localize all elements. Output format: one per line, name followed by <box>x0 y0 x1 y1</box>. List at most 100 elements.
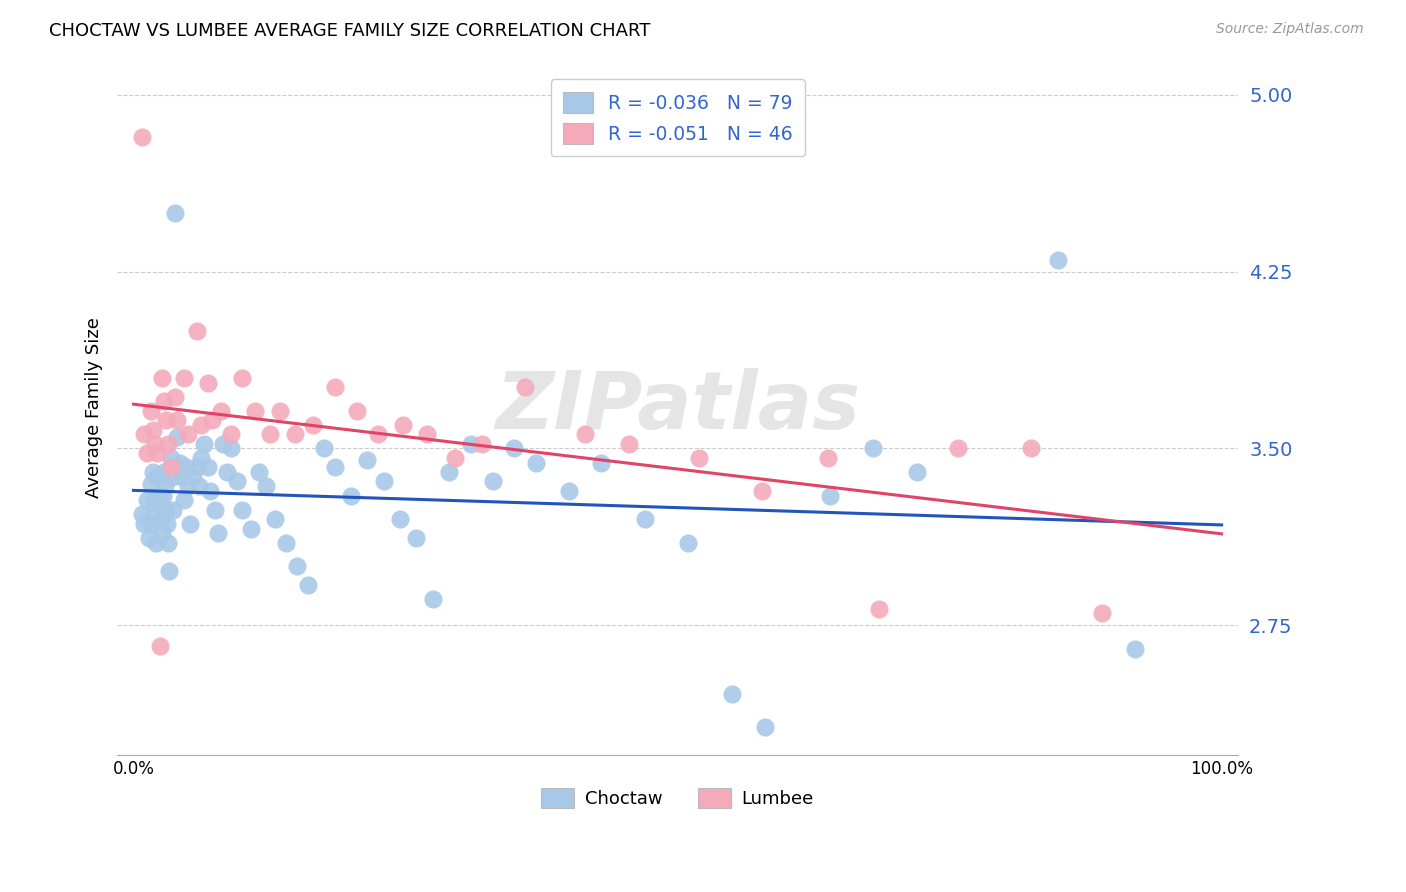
Point <box>862 442 884 456</box>
Point <box>285 559 308 574</box>
Point <box>193 437 215 451</box>
Point <box>302 417 325 432</box>
Point <box>405 531 427 545</box>
Point <box>135 493 157 508</box>
Point <box>1091 607 1114 621</box>
Point <box>217 465 239 479</box>
Point <box>264 512 287 526</box>
Point <box>225 475 247 489</box>
Point <box>143 493 166 508</box>
Point <box>143 437 166 451</box>
Point <box>155 413 177 427</box>
Point <box>323 460 346 475</box>
Point <box>201 413 224 427</box>
Point <box>139 476 162 491</box>
Point <box>198 483 221 498</box>
Point <box>617 437 640 451</box>
Point <box>245 404 267 418</box>
Point <box>159 450 181 465</box>
Point <box>163 390 186 404</box>
Point <box>153 394 176 409</box>
Point <box>186 324 208 338</box>
Point <box>373 475 395 489</box>
Point <box>323 380 346 394</box>
Point <box>247 465 270 479</box>
Point <box>157 437 180 451</box>
Point <box>392 417 415 432</box>
Point <box>183 470 205 484</box>
Point <box>209 404 232 418</box>
Point <box>297 578 319 592</box>
Point <box>721 687 744 701</box>
Point <box>166 413 188 427</box>
Point <box>131 508 153 522</box>
Point <box>179 516 201 531</box>
Point <box>159 460 181 475</box>
Point <box>150 371 173 385</box>
Point <box>157 535 180 549</box>
Point <box>460 437 482 451</box>
Point <box>574 427 596 442</box>
Point <box>312 442 335 456</box>
Point <box>163 206 186 220</box>
Point <box>346 404 368 418</box>
Point <box>160 470 183 484</box>
Point <box>134 427 156 442</box>
Point <box>146 446 169 460</box>
Point <box>558 483 581 498</box>
Point <box>948 442 970 456</box>
Point <box>143 508 166 522</box>
Point <box>211 437 233 451</box>
Text: CHOCTAW VS LUMBEE AVERAGE FAMILY SIZE CORRELATION CHART: CHOCTAW VS LUMBEE AVERAGE FAMILY SIZE CO… <box>49 22 651 40</box>
Point <box>135 446 157 460</box>
Point <box>254 479 277 493</box>
Point <box>515 380 537 394</box>
Point <box>155 503 177 517</box>
Point <box>139 516 162 531</box>
Point <box>142 465 165 479</box>
Point <box>173 371 195 385</box>
Point <box>149 498 172 512</box>
Point <box>139 404 162 418</box>
Point <box>269 404 291 418</box>
Point <box>231 371 253 385</box>
Point <box>177 427 200 442</box>
Point <box>688 450 710 465</box>
Point <box>134 516 156 531</box>
Point <box>471 437 494 451</box>
Point <box>145 535 167 549</box>
Point <box>149 640 172 654</box>
Point <box>197 376 219 390</box>
Point <box>340 489 363 503</box>
Point <box>868 601 890 615</box>
Point <box>1123 641 1146 656</box>
Point <box>157 564 180 578</box>
Point <box>153 479 176 493</box>
Point <box>197 460 219 475</box>
Point <box>524 456 547 470</box>
Point <box>356 453 378 467</box>
Point <box>389 512 412 526</box>
Point <box>503 442 526 456</box>
Point <box>283 427 305 442</box>
Point <box>817 450 839 465</box>
Point <box>240 522 263 536</box>
Point <box>367 427 389 442</box>
Point <box>818 489 841 503</box>
Point <box>173 493 195 508</box>
Point <box>274 535 297 549</box>
Point <box>437 465 460 479</box>
Point <box>905 465 928 479</box>
Point <box>190 417 212 432</box>
Point <box>186 460 208 475</box>
Point <box>131 130 153 145</box>
Point <box>177 479 200 493</box>
Point <box>221 442 243 456</box>
Point <box>149 512 172 526</box>
Point <box>754 720 776 734</box>
Point <box>591 456 613 470</box>
Point <box>172 470 194 484</box>
Point <box>443 450 465 465</box>
Point <box>152 489 174 503</box>
Point <box>481 475 503 489</box>
